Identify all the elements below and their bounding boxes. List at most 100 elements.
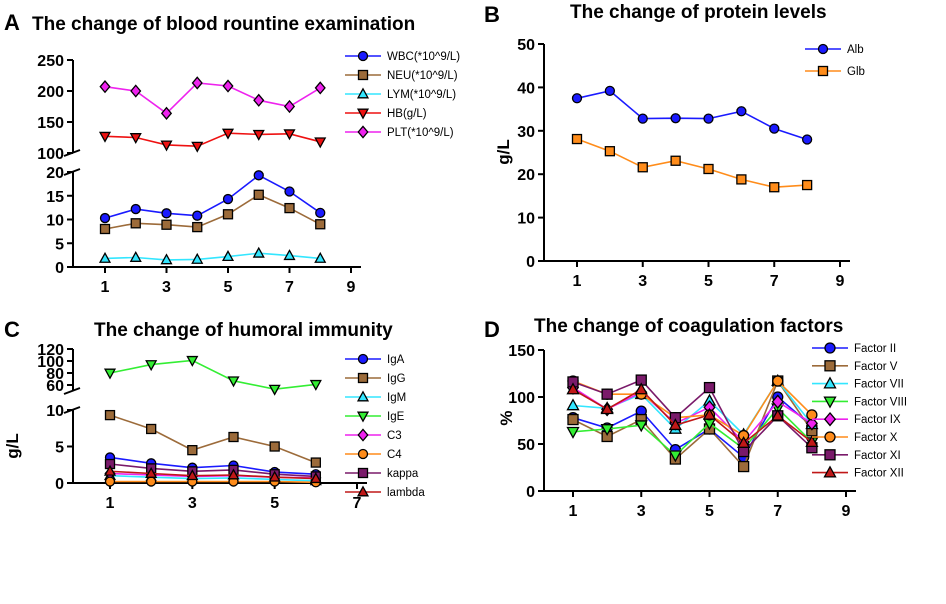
legend-marker-factor-xii	[823, 465, 837, 478]
data-point-factor-xi	[601, 388, 613, 400]
y-tick-label: 100	[508, 390, 535, 407]
data-point-lym-10-9-l	[98, 251, 112, 263]
series-line-ige	[109, 359, 316, 391]
data-point-factor-viii	[668, 450, 682, 463]
x-tick-label: 3	[638, 273, 647, 290]
data-point-plt-10-9-l	[253, 93, 265, 107]
data-point-alb	[670, 113, 681, 124]
data-point-hb-g-l	[129, 133, 142, 145]
data-point-factor-xii	[566, 382, 580, 395]
data-point-plt-10-9-l	[283, 99, 296, 114]
y-tick-label: 150	[508, 343, 535, 360]
panel-c: C The change of humoral immunity g/L 0 5 10 60…	[3, 317, 425, 512]
series-line-lym-10-9-l	[104, 252, 321, 261]
data-point-lambda	[145, 466, 158, 478]
data-point-lym-10-9-l	[252, 246, 265, 258]
data-point-lym-10-9-l	[314, 251, 327, 263]
data-point-wbc-10-9-l	[253, 170, 264, 181]
y-tick-label: 20	[46, 165, 64, 182]
legend-marker-factor-x	[824, 431, 836, 443]
legend-marker-kappa	[357, 467, 369, 479]
legend-marker-c3	[357, 428, 369, 442]
data-point-factor-viii	[634, 420, 648, 433]
data-point-alb	[769, 123, 780, 134]
y-tick-label: 100	[37, 354, 64, 371]
legend-label-igg: IgG	[387, 373, 406, 385]
data-point-glb	[801, 179, 813, 191]
y-tick-label: 5	[55, 236, 64, 253]
data-point-igg	[146, 423, 157, 435]
data-point-factor-xii	[805, 435, 819, 448]
y-tick-label: 0	[526, 484, 535, 501]
chart-title: The change of humoral immunity	[94, 320, 393, 341]
series-lambda	[103, 464, 322, 484]
legend: Alb Glb	[805, 43, 865, 78]
data-point-lambda	[309, 472, 322, 484]
x-tick-label: 1	[106, 495, 115, 512]
data-point-igg	[104, 409, 116, 421]
data-point-factor-vii	[566, 398, 580, 411]
panel-d: D The change of coagulation factors% 0 50 10…	[484, 316, 907, 520]
data-point-ige	[268, 384, 281, 396]
legend-marker-wbc-10-9-l	[357, 50, 369, 62]
series-line-c4	[110, 480, 316, 484]
data-point-alb	[637, 113, 648, 124]
data-point-plt-10-9-l	[222, 79, 234, 93]
data-point-plt-10-9-l	[314, 81, 326, 95]
data-point-ige	[309, 379, 322, 391]
legend-marker-ige	[356, 411, 370, 423]
data-point-factor-xii	[771, 408, 785, 421]
data-point-igg	[228, 431, 239, 443]
legend-label-c3: C3	[387, 430, 402, 442]
legend-marker-igg	[357, 372, 369, 384]
legend-marker-factor-viii	[823, 396, 837, 409]
data-point-hb-g-l	[314, 137, 327, 149]
x-tick-label: 9	[836, 273, 845, 290]
y-axis-label: g/L	[494, 139, 513, 165]
data-point-factor-v	[737, 460, 750, 473]
legend-marker-hb-g-l	[356, 108, 370, 120]
data-point-wbc-10-9-l	[161, 208, 172, 219]
panel-b: B The change of protein levels g/L 0 10 20 30 4…	[484, 2, 865, 290]
series-line-glb	[576, 138, 808, 189]
data-point-hb-g-l	[252, 129, 265, 141]
data-point-lambda	[103, 464, 117, 476]
series-alb	[571, 85, 813, 145]
legend-marker-glb	[817, 65, 829, 77]
series-line-wbc-10-9-l	[104, 174, 321, 219]
y-tick-label: 120	[37, 342, 64, 359]
legend-marker-plt-10-9-l	[357, 125, 369, 139]
axis-break-mark	[63, 168, 81, 176]
legend-label-kappa: kappa	[387, 468, 419, 480]
y-tick-label: 50	[517, 37, 535, 54]
data-point-glb	[604, 146, 616, 157]
y-tick-label: 60	[46, 378, 64, 395]
legend: Factor II Factor V Factor VII Factor VIII Fa…	[812, 342, 907, 480]
data-point-factor-xi	[703, 381, 716, 394]
y-tick-label: 30	[517, 124, 535, 141]
y-tick-label: 100	[37, 146, 64, 163]
legend-label-factor-xi: Factor XI	[854, 450, 901, 462]
series-line-factor-v	[572, 379, 813, 469]
data-point-hb-g-l	[221, 128, 235, 140]
data-point-factor-viii	[566, 426, 580, 439]
axis-break-mark	[63, 149, 81, 157]
data-point-plt-10-9-l	[99, 80, 111, 94]
panel-letter: B	[484, 2, 500, 27]
data-point-factor-x	[806, 409, 818, 421]
chart-title: The change of coagulation factors	[534, 316, 843, 337]
data-point-factor-xii	[600, 402, 614, 415]
data-point-factor-viii	[600, 424, 614, 437]
legend-label-factor-ix: Factor IX	[854, 414, 901, 426]
data-point-glb	[670, 155, 681, 166]
series-line-hb-g-l	[104, 132, 321, 148]
data-point-wbc-10-9-l	[222, 193, 234, 205]
x-tick-label: 7	[770, 273, 779, 290]
data-point-neu-10-9-l	[315, 219, 326, 230]
x-tick-label: 1	[101, 279, 110, 296]
legend-label-hb-g-l: HB(g/L)	[387, 108, 427, 120]
series-line-kappa	[109, 463, 316, 478]
axes: 0 5 10 15 20 100 150 200 250 1 3 5 7 9	[37, 53, 361, 296]
data-point-ige	[103, 368, 117, 380]
axis-break-mark	[63, 406, 81, 414]
